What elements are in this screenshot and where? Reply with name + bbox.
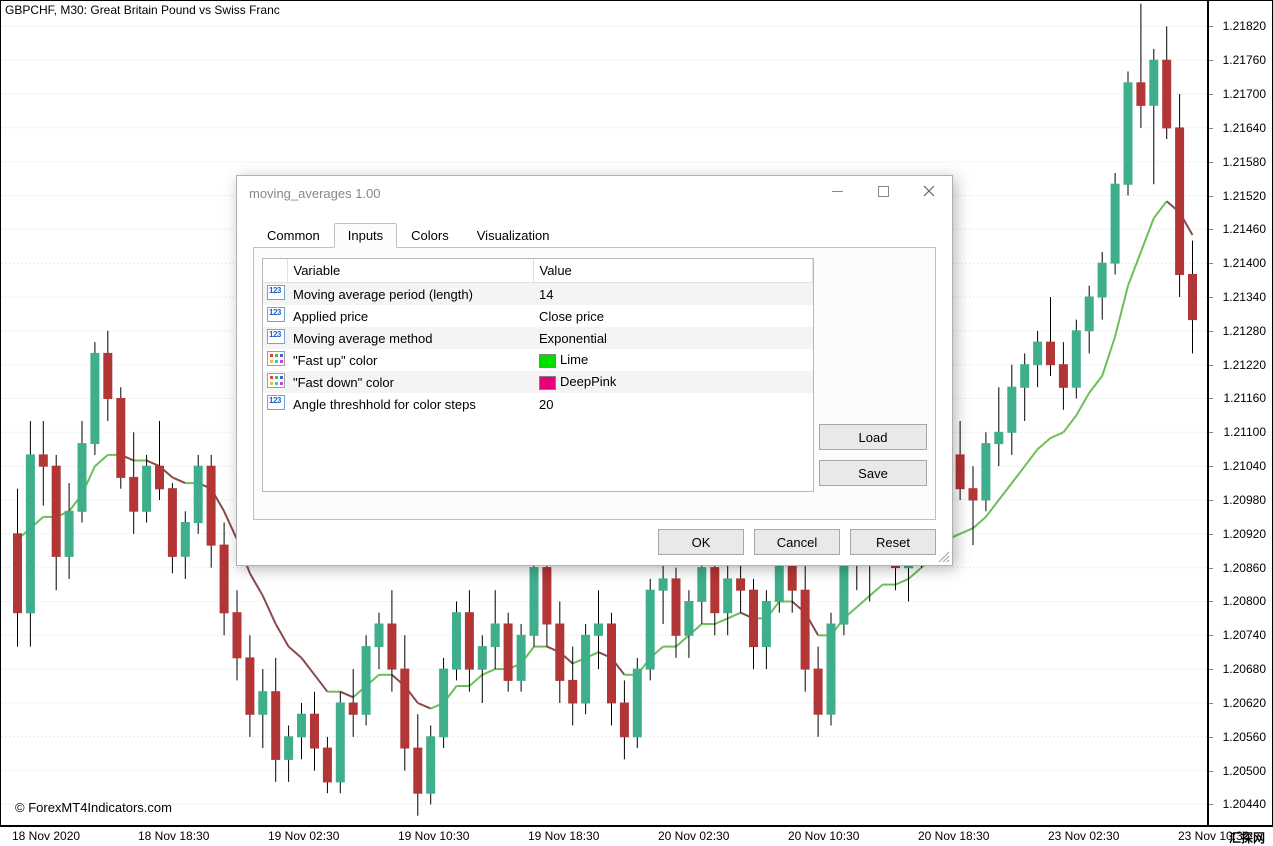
y-tick-label: 1.20560 [1223,730,1266,744]
input-row[interactable]: "Fast down" colorDeepPink [263,371,813,393]
tab-common[interactable]: Common [253,223,334,247]
y-tick-label: 1.21280 [1223,324,1266,338]
tab-strip: CommonInputsColorsVisualization [253,222,936,248]
input-row[interactable]: Moving average period (length)14 [263,283,813,306]
y-tick-label: 1.20500 [1223,764,1266,778]
y-tick-label: 1.21520 [1223,189,1266,203]
x-tick-label: 20 Nov 18:30 [918,829,989,843]
y-tick-label: 1.21100 [1224,425,1267,439]
input-value[interactable]: 14 [533,283,813,306]
input-variable: Applied price [287,305,533,327]
y-tick-label: 1.20920 [1223,527,1266,541]
y-tick-label: 1.20800 [1223,594,1266,608]
minimize-button[interactable] [814,176,860,206]
column-value[interactable]: Value [533,259,813,283]
input-row[interactable]: Moving average methodExponential [263,327,813,349]
x-tick-label: 18 Nov 2020 [12,829,80,843]
x-tick-label: 19 Nov 02:30 [268,829,339,843]
y-tick-label: 1.20740 [1223,628,1266,642]
save-button[interactable]: Save [819,460,927,486]
x-tick-label: 19 Nov 10:30 [398,829,469,843]
time-axis: 汇探网 18 Nov 202018 Nov 18:3019 Nov 02:301… [0,826,1273,845]
input-value[interactable]: DeepPink [533,371,813,393]
input-variable: Moving average period (length) [287,283,533,306]
input-value[interactable]: 20 [533,393,813,415]
y-tick-label: 1.20860 [1223,561,1266,575]
input-variable: "Fast up" color [287,349,533,371]
color-swatch [539,376,556,390]
input-variable: Moving average method [287,327,533,349]
tab-colors[interactable]: Colors [397,223,463,247]
y-tick-label: 1.21040 [1223,459,1266,473]
dialog-titlebar[interactable]: moving_averages 1.00 [237,176,952,210]
price-axis: 1.20440 1.20500 1.20560 1.20620 1.20680 1.207… [1208,0,1273,826]
y-tick-label: 1.21400 [1223,256,1266,270]
y-tick-label: 1.21340 [1223,290,1266,304]
input-value[interactable]: Lime [533,349,813,371]
y-tick-label: 1.20620 [1223,696,1266,710]
input-variable: "Fast down" color [287,371,533,393]
y-tick-label: 1.21160 [1224,391,1267,405]
maximize-button[interactable] [860,176,906,206]
y-tick-label: 1.20980 [1223,493,1266,507]
y-tick-label: 1.21460 [1223,222,1266,236]
x-tick-label: 23 Nov 10:30 [1178,829,1249,843]
copyright-text: © ForexMT4Indicators.com [15,800,172,815]
resize-grip-icon[interactable] [936,549,950,563]
integer-icon [267,395,285,410]
tab-visualization[interactable]: Visualization [463,223,564,247]
y-tick-label: 1.21640 [1223,121,1266,135]
integer-icon [267,285,285,300]
dialog-body: Variable Value Moving average period (le… [253,248,936,520]
cancel-button[interactable]: Cancel [754,529,840,555]
x-tick-label: 19 Nov 18:30 [528,829,599,843]
close-button[interactable] [906,176,952,206]
input-row[interactable]: "Fast up" colorLime [263,349,813,371]
x-tick-label: 20 Nov 02:30 [658,829,729,843]
palette-icon [267,373,285,388]
y-tick-label: 1.20680 [1223,662,1266,676]
y-tick-label: 1.21220 [1223,358,1266,372]
y-tick-label: 1.21700 [1223,87,1266,101]
input-row[interactable]: Angle threshhold for color steps20 [263,393,813,415]
tab-inputs[interactable]: Inputs [334,223,397,248]
palette-icon [267,351,285,366]
x-tick-label: 23 Nov 02:30 [1048,829,1119,843]
input-value[interactable]: Close price [533,305,813,327]
reset-button[interactable]: Reset [850,529,936,555]
y-tick-label: 1.21820 [1223,19,1266,33]
integer-icon [267,329,285,344]
load-button[interactable]: Load [819,424,927,450]
ok-button[interactable]: OK [658,529,744,555]
input-variable: Angle threshhold for color steps [287,393,533,415]
indicator-properties-dialog[interactable]: moving_averages 1.00 CommonInputsColorsV… [236,175,953,566]
color-swatch [539,354,556,368]
dialog-title: moving_averages 1.00 [249,186,381,201]
column-variable[interactable]: Variable [287,259,533,283]
inputs-grid[interactable]: Variable Value Moving average period (le… [262,258,814,492]
input-value[interactable]: Exponential [533,327,813,349]
integer-icon [267,307,285,322]
y-tick-label: 1.21580 [1223,155,1266,169]
input-row[interactable]: Applied priceClose price [263,305,813,327]
x-tick-label: 20 Nov 10:30 [788,829,859,843]
y-tick-label: 1.21760 [1223,53,1266,67]
y-tick-label: 1.20440 [1223,797,1266,811]
x-tick-label: 18 Nov 18:30 [138,829,209,843]
